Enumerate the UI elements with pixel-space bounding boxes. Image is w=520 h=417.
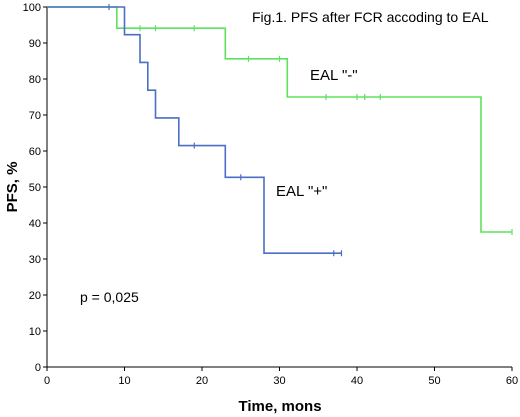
x-tick-label: 30 — [273, 375, 285, 387]
series-layer — [47, 4, 513, 257]
p-value-annotation: p = 0,025 — [80, 289, 139, 305]
y-tick-label: 70 — [29, 110, 41, 122]
x-tick-label: 0 — [44, 375, 50, 387]
x-tick-label: 40 — [351, 375, 363, 387]
series-1 — [47, 4, 343, 257]
y-axis-title: PFS, % — [4, 162, 21, 213]
y-tick-label: 20 — [29, 290, 41, 302]
y-tick-label: 10 — [29, 326, 41, 338]
y-tick-label: 80 — [29, 74, 41, 86]
x-tick-label: 60 — [506, 375, 518, 387]
survival-curve — [47, 6, 342, 254]
y-tick-label: 100 — [23, 2, 41, 14]
survival-curve — [47, 6, 512, 233]
y-tick-label: 30 — [29, 254, 41, 266]
series-label-eal-minus: EAL "-" — [310, 67, 358, 84]
x-axis-title: Time, mons — [238, 398, 321, 415]
y-tick-label: 40 — [29, 218, 41, 230]
y-tick-label: 50 — [29, 182, 41, 194]
chart-title: Fig.1. PFS after FCR accoding to EAL — [252, 9, 489, 25]
series-0 — [47, 6, 513, 235]
series-label-eal-plus: EAL "+" — [276, 183, 327, 200]
y-tick-label: 0 — [35, 362, 41, 374]
x-tick-label: 50 — [428, 375, 440, 387]
y-tick-label: 90 — [29, 38, 41, 50]
x-tick-label: 10 — [118, 375, 130, 387]
axes: 0 10 20 30 40 50 60 70 80 90 100 0 10 20 30 40 50 60 — [23, 2, 518, 387]
y-tick-label: 60 — [29, 146, 41, 158]
x-tick-label: 20 — [196, 375, 208, 387]
